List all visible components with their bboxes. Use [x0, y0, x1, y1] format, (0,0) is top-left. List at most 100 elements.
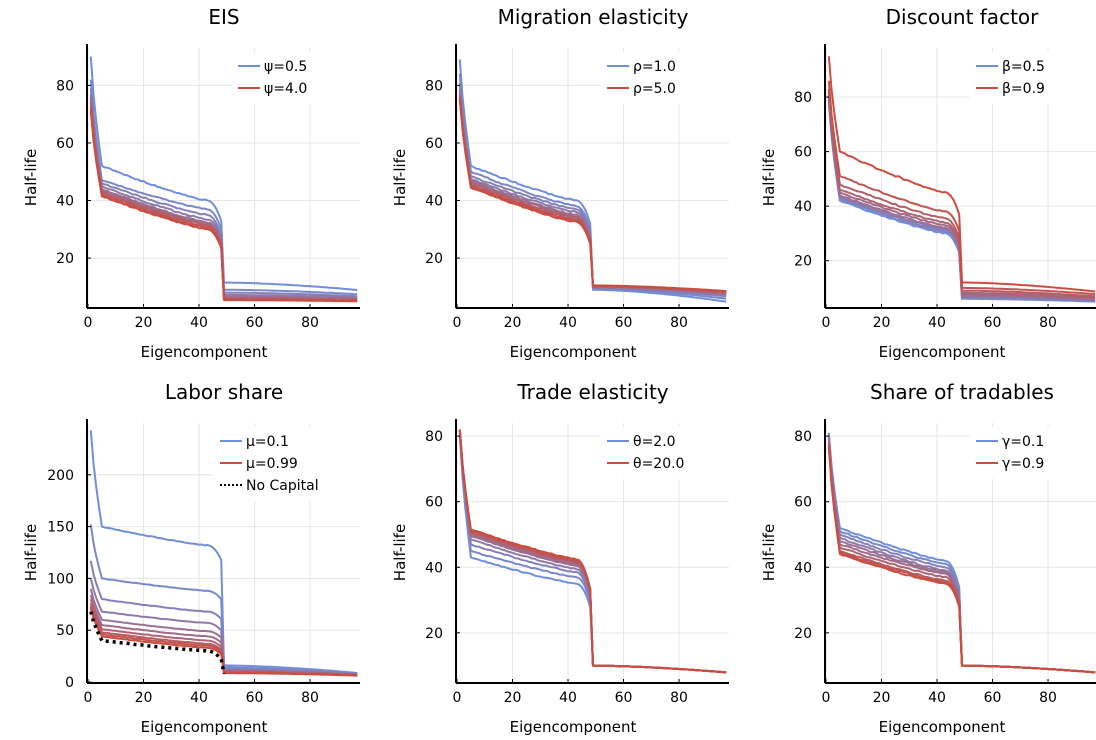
series-line-8 [827, 88, 1096, 298]
x-tick-label: 60 [615, 315, 633, 331]
legend-box [601, 52, 729, 104]
x-tick-label: 20 [504, 315, 522, 331]
legend-box [232, 52, 360, 104]
x-tick-label: 80 [1039, 690, 1057, 706]
legend-label: β=0.5 [1002, 59, 1045, 75]
x-tick-label: 80 [670, 690, 688, 706]
x-axis-label: Eigencomponent [510, 343, 637, 361]
chart-panel-2: Migration elasticity 0 20 40 60 80 20 40 60 80 Eig… [391, 5, 729, 361]
legend: β=0.5 β=0.9 [970, 52, 1096, 104]
x-tick-label: 20 [873, 315, 891, 331]
x-axis-label: Eigencomponent [879, 343, 1006, 361]
x-tick-label: 40 [928, 690, 946, 706]
y-axis-label: Half-life [22, 524, 40, 581]
x-tick-label: 20 [135, 315, 153, 331]
y-tick-label: 60 [56, 136, 74, 152]
y-tick-label: 80 [794, 429, 812, 445]
legend-label: μ=0.99 [246, 456, 298, 472]
x-tick-label: 80 [301, 315, 319, 331]
legend: ρ=1.0 ρ=5.0 [601, 52, 729, 104]
legend-label: μ=0.1 [246, 434, 289, 450]
y-tick-label: 20 [794, 626, 812, 642]
legend-label: γ=0.1 [1002, 434, 1044, 450]
series-line-7 [458, 95, 727, 294]
x-tick-label: 20 [504, 690, 522, 706]
legend-box [601, 427, 729, 479]
y-tick-label: 80 [425, 429, 443, 445]
x-tick-label: 0 [822, 690, 831, 706]
y-tick-label: 20 [425, 626, 443, 642]
x-tick-label: 20 [873, 690, 891, 706]
series-line-6 [827, 94, 1096, 300]
legend-label: ψ=4.0 [264, 81, 307, 97]
legend-label: γ=0.9 [1002, 456, 1044, 472]
y-tick-label: 0 [65, 675, 74, 691]
y-axis-label: Half-life [22, 149, 40, 206]
x-axis-label: Eigencomponent [510, 718, 637, 736]
chart-title: Migration elasticity [498, 5, 689, 29]
x-tick-label: 40 [559, 690, 577, 706]
legend-label: ψ=0.5 [264, 59, 307, 75]
y-tick-label: 60 [425, 495, 443, 511]
y-tick-label: 20 [794, 254, 812, 270]
x-tick-label: 0 [84, 690, 93, 706]
x-tick-label: 40 [559, 315, 577, 331]
no-capital-line [89, 611, 226, 675]
x-tick-label: 0 [453, 690, 462, 706]
x-tick-label: 20 [135, 690, 153, 706]
y-tick-label: 40 [56, 194, 74, 210]
x-axis-label: Eigencomponent [141, 718, 268, 736]
legend-label: θ=20.0 [633, 456, 684, 472]
legend-box [970, 52, 1096, 104]
y-tick-label: 40 [425, 560, 443, 576]
chart-panel-4: Labor share 0 20 40 60 80 0 50 100 150 200 Eigencom… [22, 380, 362, 736]
x-tick-label: 60 [984, 690, 1002, 706]
y-axis-label: Half-life [760, 524, 778, 581]
chart-panel-5: Trade elasticity 0 20 40 60 80 20 40 60 80 Eigenco… [391, 380, 729, 736]
legend-label: No Capital [246, 478, 319, 494]
y-tick-label: 60 [794, 495, 812, 511]
y-tick-label: 80 [425, 78, 443, 94]
y-tick-label: 20 [56, 251, 74, 267]
y-tick-label: 40 [794, 560, 812, 576]
x-axis-label: Eigencomponent [141, 343, 268, 361]
chart-panel-6: Share of tradables 0 20 40 60 80 20 40 60 80 Eigen… [760, 380, 1096, 736]
x-tick-label: 60 [246, 315, 264, 331]
y-tick-label: 150 [47, 520, 74, 536]
x-tick-label: 0 [453, 315, 462, 331]
x-tick-label: 80 [1039, 315, 1057, 331]
x-tick-label: 80 [670, 315, 688, 331]
legend-label: ρ=5.0 [633, 81, 676, 97]
series-line-10 [89, 111, 358, 303]
x-tick-label: 0 [84, 315, 93, 331]
series-line-7 [827, 91, 1096, 299]
y-tick-label: 200 [47, 468, 74, 484]
y-tick-label: 40 [794, 199, 812, 215]
legend: θ=2.0 θ=20.0 [601, 427, 729, 479]
series-line-10 [827, 56, 1096, 293]
chart-title: Labor share [165, 380, 283, 404]
y-tick-label: 60 [794, 145, 812, 161]
x-tick-label: 60 [615, 690, 633, 706]
y-tick-label: 80 [794, 90, 812, 106]
x-tick-label: 40 [190, 690, 208, 706]
legend-label: β=0.9 [1002, 81, 1045, 97]
chart-panel-1: EIS 0 20 40 60 80 20 40 60 80 Eigencomponent Half-l… [22, 5, 360, 361]
x-tick-label: 40 [928, 315, 946, 331]
y-tick-label: 50 [56, 623, 74, 639]
chart-title: Discount factor [886, 5, 1040, 29]
y-axis-label: Half-life [391, 149, 409, 206]
series-line-10 [458, 99, 727, 293]
legend: ψ=0.5 ψ=4.0 [232, 52, 360, 104]
y-tick-label: 100 [47, 571, 74, 587]
legend: γ=0.1 γ=0.9 [970, 427, 1096, 479]
series-line-8 [458, 96, 727, 293]
x-tick-label: 40 [190, 315, 208, 331]
legend: μ=0.1 μ=0.99 No Capital [214, 427, 362, 501]
legend-label: θ=2.0 [633, 434, 676, 450]
y-tick-label: 60 [425, 136, 443, 152]
x-tick-label: 0 [822, 315, 831, 331]
chart-title: EIS [208, 5, 239, 29]
series-line-10 [458, 429, 727, 674]
